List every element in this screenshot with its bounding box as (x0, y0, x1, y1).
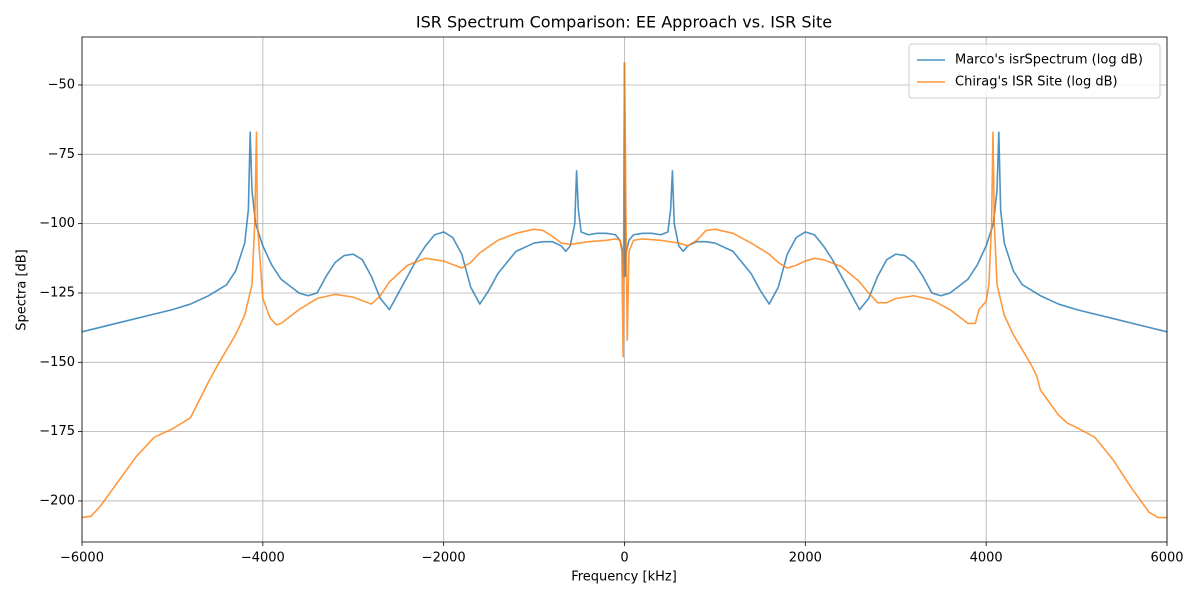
y-tick-label: −175 (39, 424, 75, 439)
x-tick-label: −2000 (422, 551, 466, 566)
x-tick-label: 2000 (789, 551, 822, 566)
legend-label: Marco's isrSpectrum (log dB) (955, 53, 1143, 68)
y-tick-label: −100 (39, 216, 75, 231)
y-tick-label: −150 (39, 355, 75, 370)
x-tick-label: 6000 (1150, 551, 1183, 566)
plot-frame (81, 36, 1168, 543)
x-tick-label: −4000 (241, 551, 285, 566)
x-tick-label: 4000 (970, 551, 1003, 566)
y-tick-label: −75 (48, 147, 75, 162)
x-axis-label: Frequency [kHz] (571, 570, 677, 585)
x-tick-label: −6000 (60, 551, 104, 566)
y-axis-label: Spectra [dB] (15, 249, 30, 331)
data-line (81, 61, 1167, 519)
y-tick-label: −200 (39, 493, 75, 508)
legend: Marco's isrSpectrum (log dB) Chirag's ISR… (908, 43, 1161, 99)
legend-box (908, 43, 1161, 99)
legend-label: Chirag's ISR Site (log dB) (955, 75, 1118, 90)
y-tick-label: −125 (39, 285, 75, 300)
x-tick-label: 0 (620, 551, 628, 566)
chart-title: ISR Spectrum Comparison: EE Approach vs.… (416, 13, 832, 32)
y-tick-label: −50 (48, 77, 75, 92)
